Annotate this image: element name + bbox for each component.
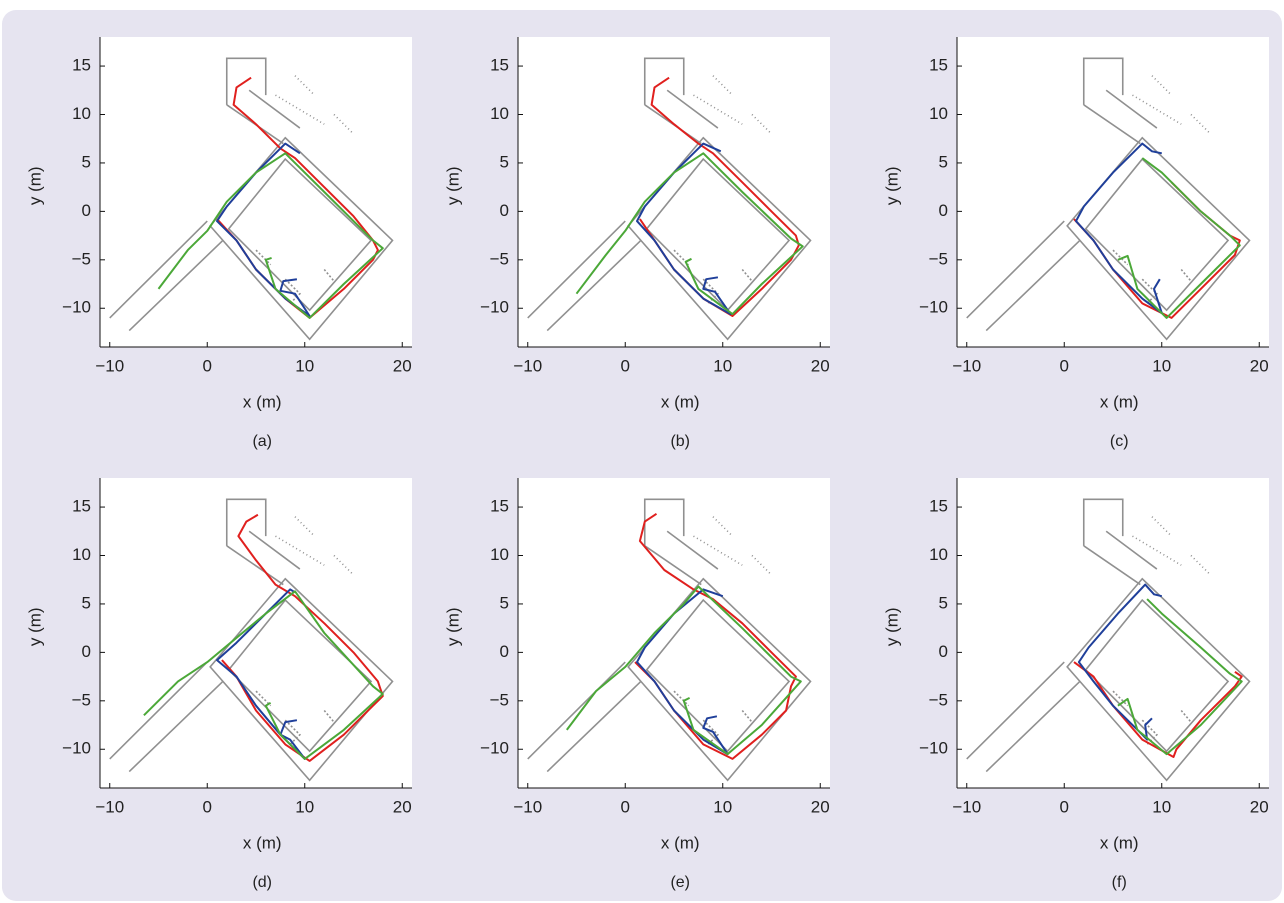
x-tick-label: 10 [1152, 797, 1171, 816]
y-tick-label: 10 [929, 545, 948, 564]
y-tick-label: −5 [72, 249, 91, 268]
y-tick-label: 15 [72, 56, 91, 75]
y-tick-label: −5 [490, 690, 509, 709]
plot-area [957, 37, 1269, 347]
y-tick-label: −5 [929, 249, 948, 268]
y-tick-label: 10 [72, 545, 91, 564]
figure: −10 0 10 20 −10 −5 0 5 10 15 x (m) y (m) (a) −10 0 10 20… [0, 0, 1284, 903]
y-tick-label: −10 [480, 298, 509, 317]
y-tick-label: −10 [62, 298, 91, 317]
y-tick-label: 15 [490, 56, 509, 75]
x-tick-label: 10 [713, 797, 732, 816]
y-tick-label: 5 [82, 593, 91, 612]
x-tick-label: −10 [952, 797, 981, 816]
x-axis-label: x (m) [1100, 392, 1139, 411]
y-tick-label: 15 [929, 497, 948, 516]
y-tick-label: −10 [62, 739, 91, 758]
y-tick-label: 0 [939, 201, 948, 220]
y-tick-label: 10 [490, 104, 509, 123]
y-tick-label: 0 [939, 642, 948, 661]
x-tick-label: 0 [1060, 797, 1069, 816]
x-axis-label: x (m) [661, 392, 700, 411]
y-tick-label: 5 [939, 152, 948, 171]
y-tick-label: −10 [919, 739, 948, 758]
x-tick-label: 0 [1060, 356, 1069, 375]
panel-caption: (a) [252, 433, 272, 450]
x-tick-label: 10 [1152, 356, 1171, 375]
x-axis-label: x (m) [243, 392, 282, 411]
plot-area [518, 37, 830, 347]
y-tick-label: −5 [72, 690, 91, 709]
y-axis-label: y (m) [443, 166, 462, 205]
panel-caption: (b) [670, 433, 690, 450]
y-axis-label: y (m) [25, 607, 44, 646]
y-tick-label: 0 [500, 642, 509, 661]
x-tick-label: 10 [713, 356, 732, 375]
x-tick-label: 20 [1250, 797, 1269, 816]
x-tick-label: 20 [1250, 356, 1269, 375]
y-axis-label: y (m) [443, 607, 462, 646]
x-tick-label: 0 [203, 797, 212, 816]
x-axis-label: x (m) [1100, 833, 1139, 852]
x-tick-label: −10 [95, 797, 124, 816]
x-tick-label: 0 [203, 356, 212, 375]
x-axis-label: x (m) [661, 833, 700, 852]
y-tick-label: 5 [500, 152, 509, 171]
x-tick-label: −10 [95, 356, 124, 375]
x-axis-label: x (m) [243, 833, 282, 852]
panel-caption: (e) [670, 874, 690, 891]
y-tick-label: 0 [82, 201, 91, 220]
y-tick-label: 0 [500, 201, 509, 220]
y-tick-label: 5 [82, 152, 91, 171]
x-tick-label: 10 [295, 356, 314, 375]
y-tick-label: 15 [490, 497, 509, 516]
y-tick-label: 10 [929, 104, 948, 123]
plot-area [518, 478, 830, 788]
y-axis-label: y (m) [882, 607, 901, 646]
y-tick-label: −10 [919, 298, 948, 317]
panel-caption: (f) [1112, 874, 1127, 891]
plot-area [100, 37, 412, 347]
plot-area [957, 478, 1269, 788]
y-tick-label: 15 [72, 497, 91, 516]
x-tick-label: 20 [393, 797, 412, 816]
x-tick-label: −10 [513, 797, 542, 816]
y-tick-label: −5 [929, 690, 948, 709]
y-axis-label: y (m) [882, 166, 901, 205]
y-tick-label: 15 [929, 56, 948, 75]
panel-caption: (c) [1110, 433, 1129, 450]
y-tick-label: 5 [939, 593, 948, 612]
x-tick-label: 20 [811, 797, 830, 816]
x-tick-label: 20 [393, 356, 412, 375]
y-tick-label: 5 [500, 593, 509, 612]
panel-caption: (d) [252, 874, 272, 891]
x-tick-label: −10 [952, 356, 981, 375]
y-tick-label: 10 [490, 545, 509, 564]
y-axis-label: y (m) [25, 166, 44, 205]
x-tick-label: 20 [811, 356, 830, 375]
y-tick-label: 10 [72, 104, 91, 123]
y-tick-label: −5 [490, 249, 509, 268]
x-tick-label: 0 [621, 356, 630, 375]
y-tick-label: 0 [82, 642, 91, 661]
plot-area [100, 478, 412, 788]
y-tick-label: −10 [480, 739, 509, 758]
x-tick-label: −10 [513, 356, 542, 375]
x-tick-label: 10 [295, 797, 314, 816]
x-tick-label: 0 [621, 797, 630, 816]
